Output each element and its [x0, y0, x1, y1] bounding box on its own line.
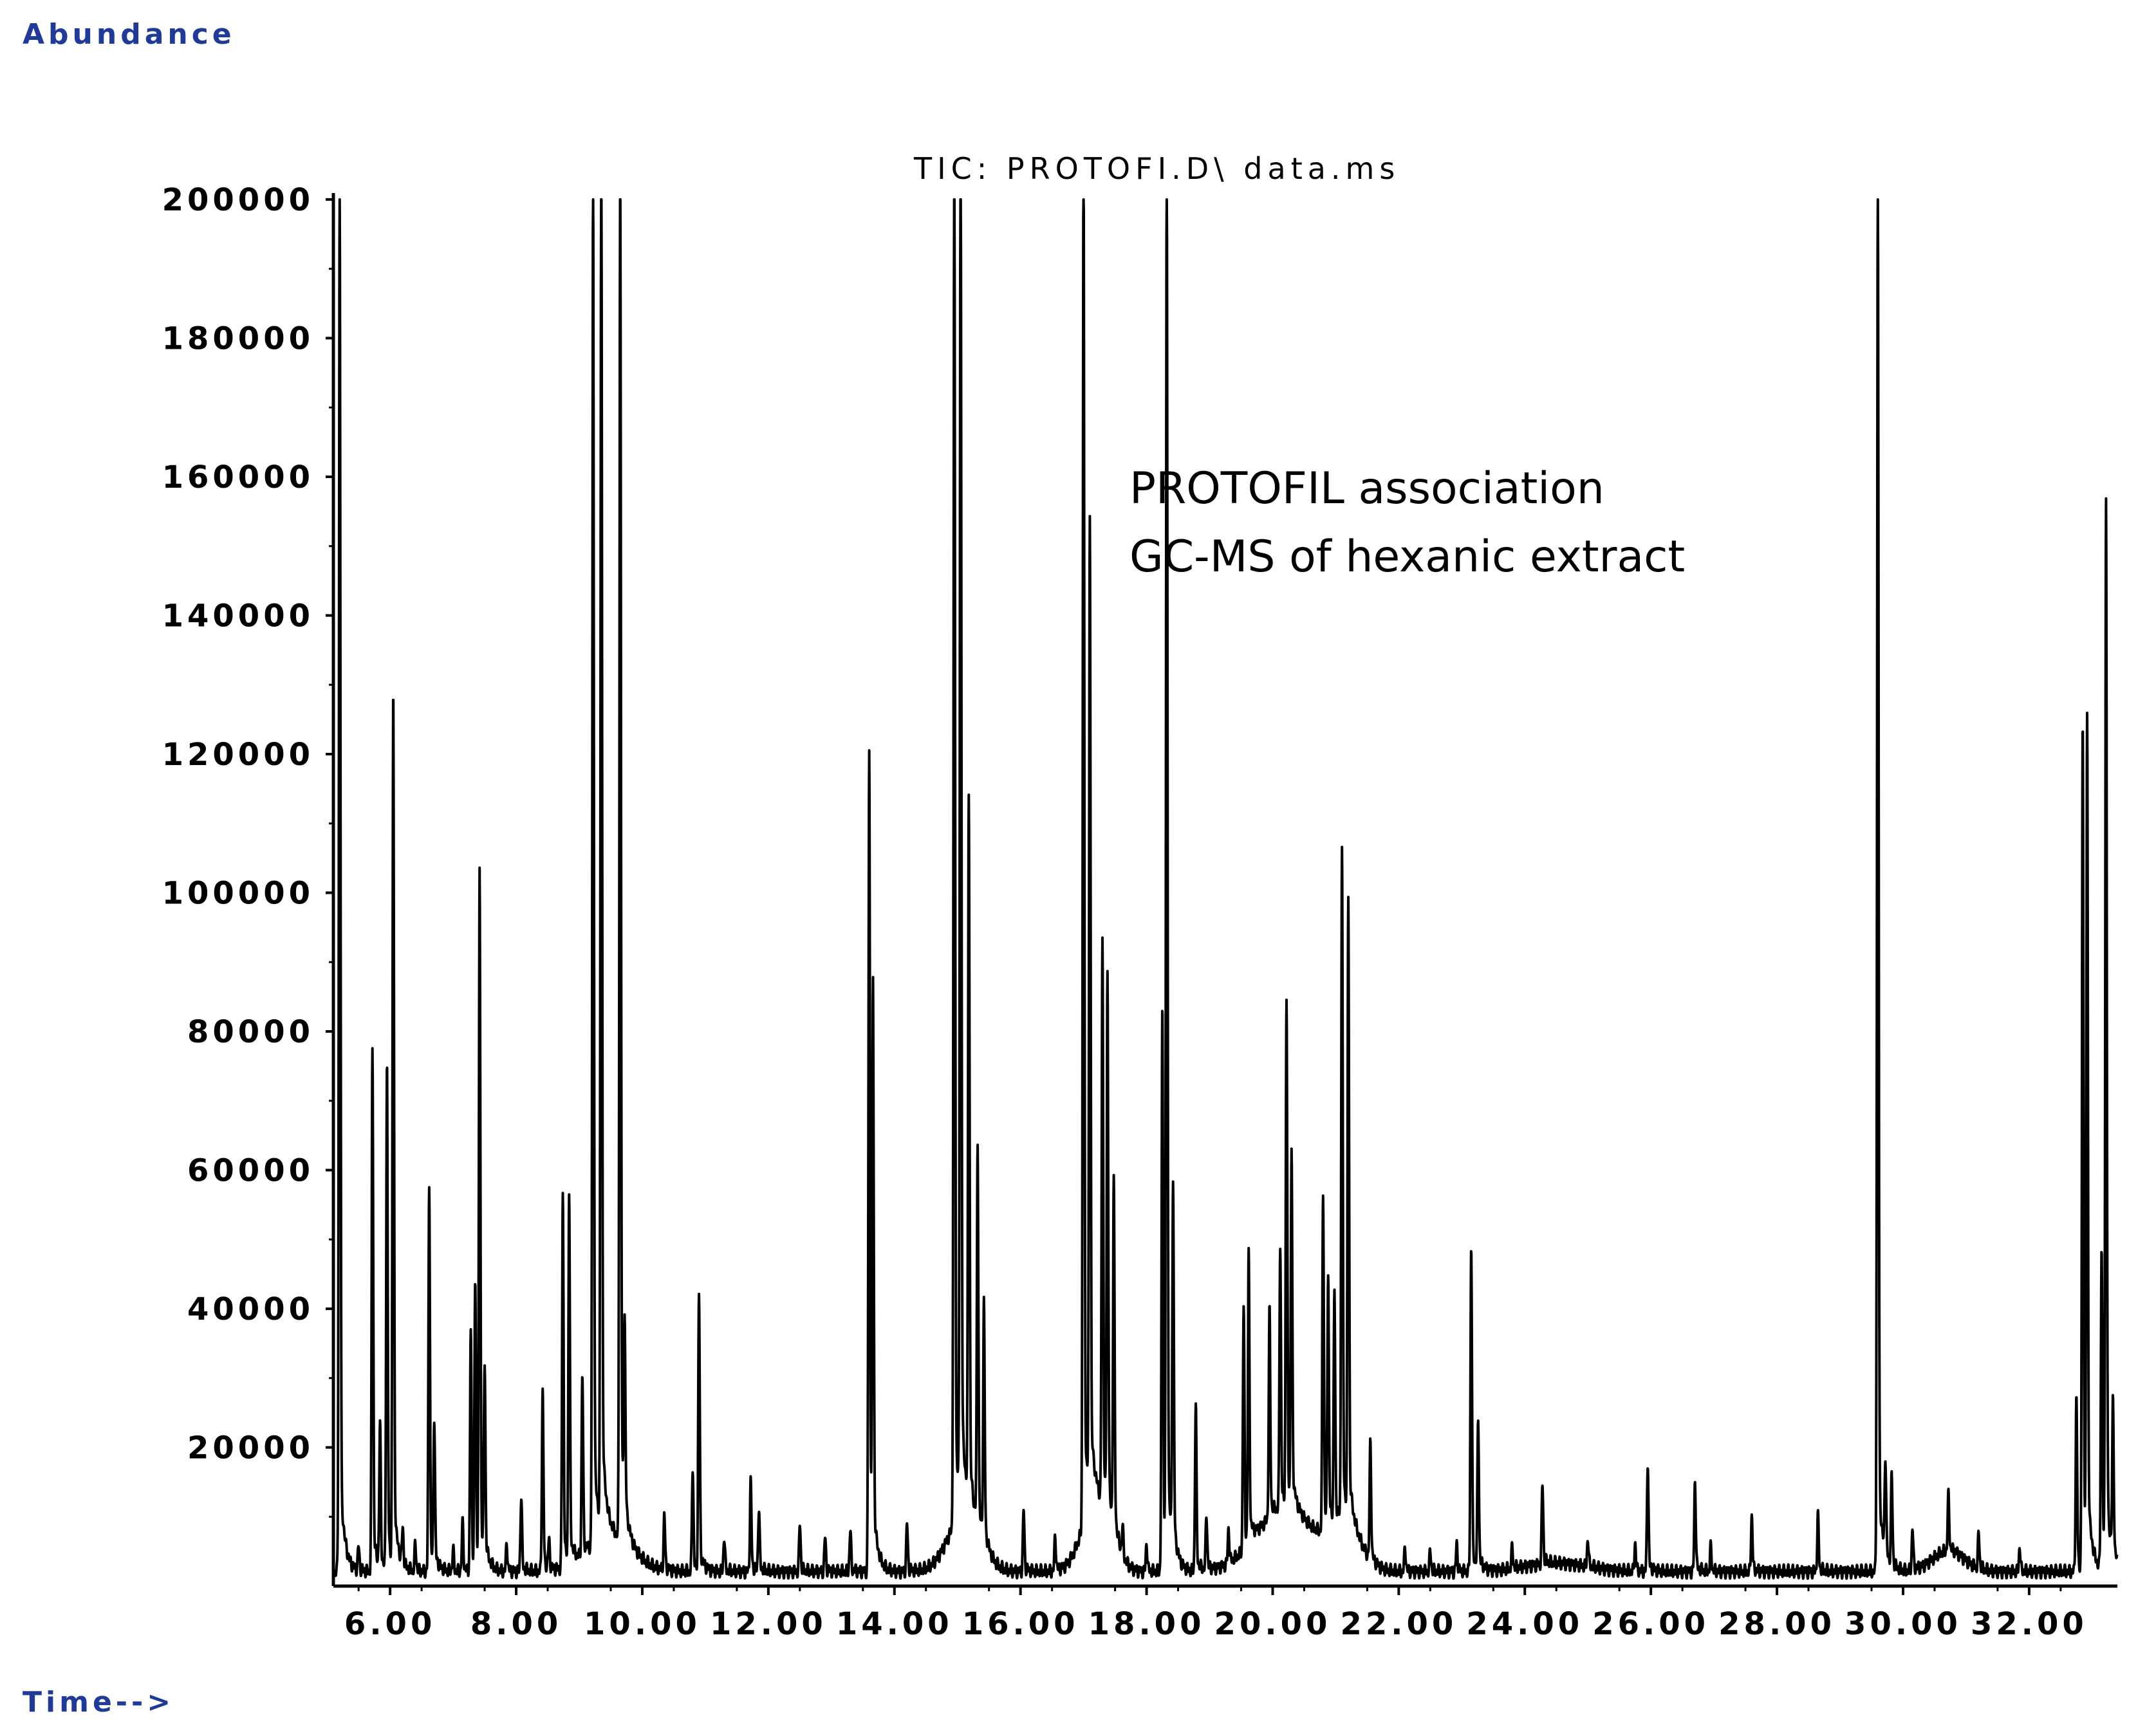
x-tick-label: 30.00	[1845, 1606, 1962, 1642]
x-tick-label: 18.00	[1088, 1606, 1205, 1642]
x-tick-label: 14.00	[836, 1606, 953, 1642]
y-axis-ticks: 20000 40000 60000 80000 100000 120000 140000 16…	[162, 182, 333, 1518]
x-axis-ticks: 6.00 8.00 10.00 12.00 14.00 16.00 18.00 20.00 22…	[344, 1586, 2088, 1642]
x-tick-label: 22.00	[1340, 1606, 1457, 1642]
chart-title: TIC: PROTOFI.D\ data.ms	[913, 151, 1400, 186]
y-tick-label: 100000	[162, 876, 314, 912]
x-tick-label: 26.00	[1592, 1606, 1709, 1642]
x-tick-label: 28.00	[1718, 1606, 1835, 1642]
x-tick-label: 10.00	[584, 1606, 701, 1642]
tic-trace-line	[333, 198, 2119, 1580]
y-tick-label: 200000	[162, 182, 314, 218]
x-tick-label: 24.00	[1466, 1606, 1583, 1642]
x-axis-label: Time-->	[23, 1686, 174, 1719]
y-tick-label: 80000	[187, 1014, 314, 1050]
annotation-line-1: PROTOFIL association	[1129, 463, 1604, 514]
y-tick-label: 20000	[187, 1430, 314, 1466]
x-tick-label: 8.00	[470, 1606, 562, 1642]
y-tick-label: 60000	[187, 1153, 314, 1189]
annotation-line-2: GC-MS of hexanic extract	[1129, 531, 1685, 582]
y-tick-label: 180000	[162, 321, 314, 357]
x-tick-label: 32.00	[1971, 1606, 2088, 1642]
y-tick-label: 120000	[162, 737, 314, 773]
y-tick-label: 160000	[162, 459, 314, 495]
x-tick-label: 16.00	[962, 1606, 1079, 1642]
x-tick-label: 6.00	[344, 1606, 436, 1642]
y-axis-label: Abundance	[23, 18, 236, 51]
x-tick-label: 12.00	[710, 1606, 827, 1642]
y-tick-label: 140000	[162, 598, 314, 634]
y-tick-label: 40000	[187, 1291, 314, 1327]
x-tick-label: 20.00	[1214, 1606, 1332, 1642]
